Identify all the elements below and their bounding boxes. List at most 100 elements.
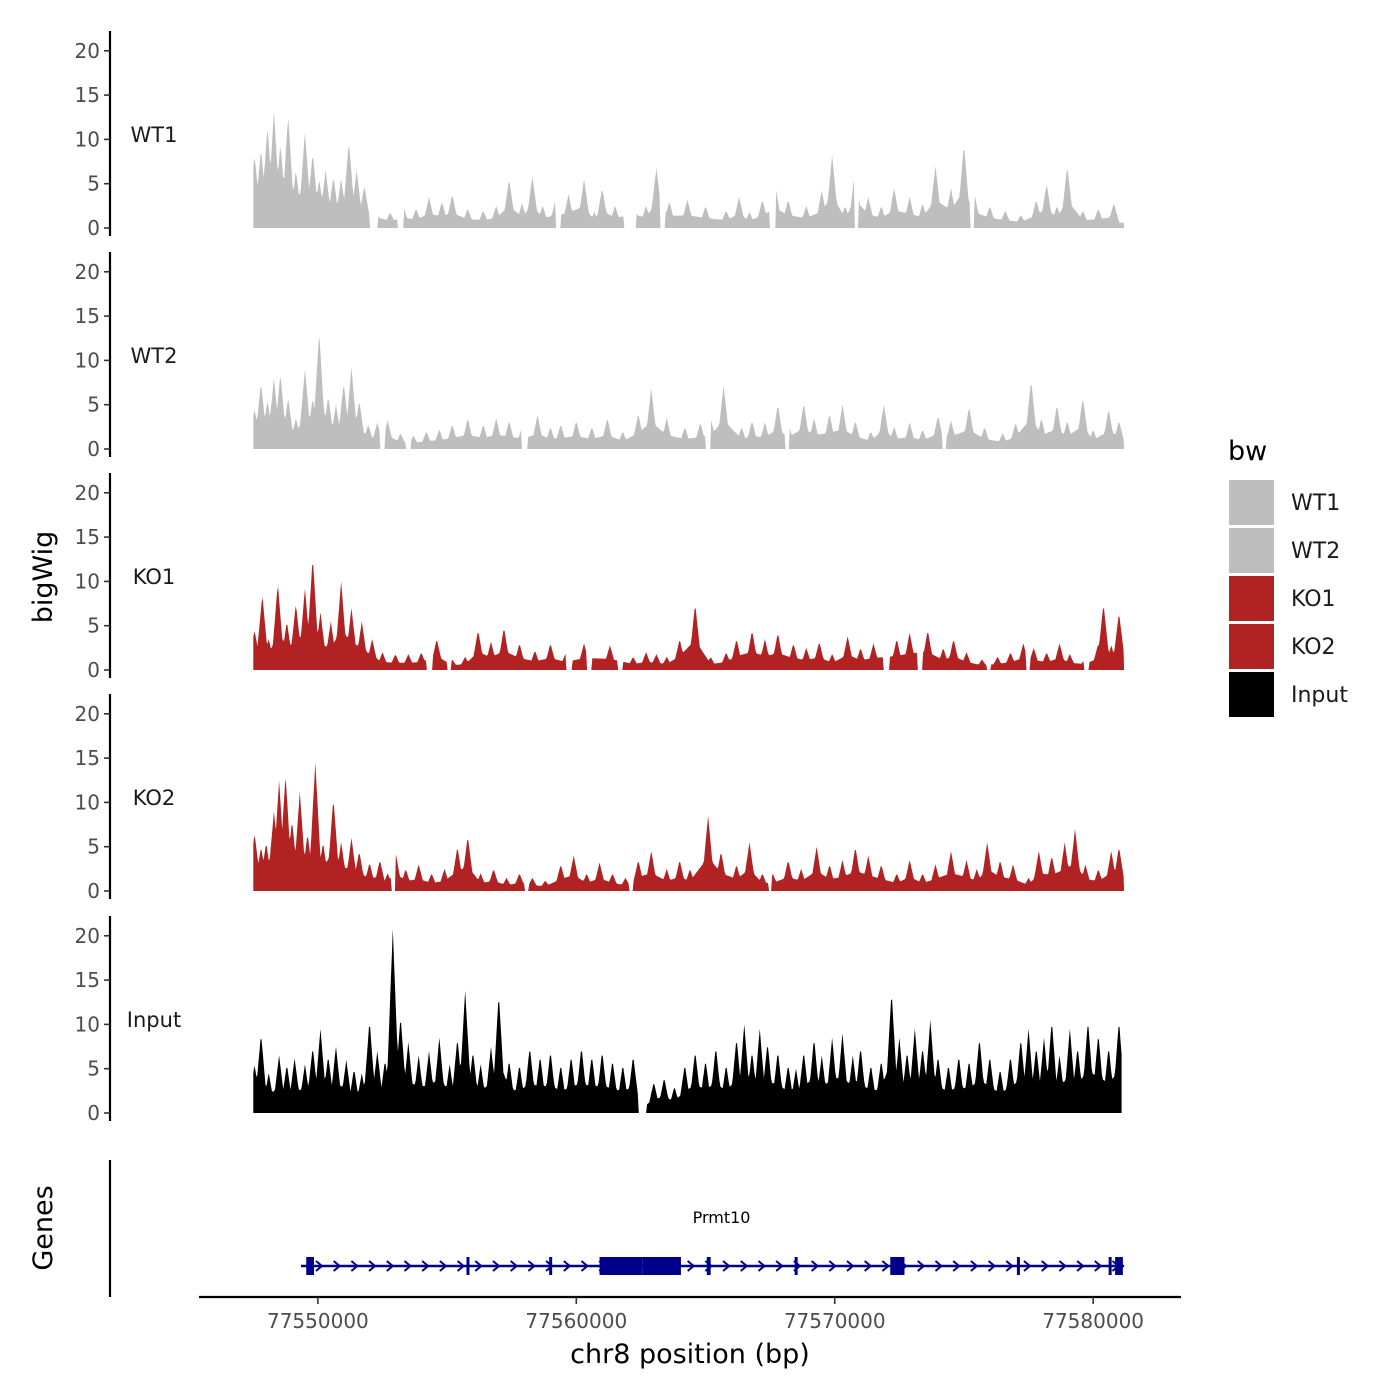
strand-chevron <box>687 1260 696 1272</box>
exon-tick <box>1108 1257 1112 1275</box>
strand-chevron <box>917 1260 926 1272</box>
strand-chevron <box>315 1260 324 1272</box>
strand-chevron <box>333 1260 342 1272</box>
strand-chevron <box>828 1260 837 1272</box>
area-wt1 <box>253 111 1125 228</box>
track-input: 0 5 10 15 20 Input <box>75 916 1122 1125</box>
strand-chevron <box>846 1260 855 1272</box>
track-label: KO2 <box>133 786 176 810</box>
y-tick-label: 20 <box>75 39 100 63</box>
exon-block <box>306 1257 314 1275</box>
strand-chevron <box>987 1260 997 1272</box>
y-tick-label: 20 <box>75 481 100 505</box>
legend: WT1 WT2 KO1 KO2 Input <box>1229 480 1348 717</box>
strand-chevron <box>864 1260 873 1272</box>
legend-swatch <box>1229 480 1274 525</box>
exon-block <box>1115 1257 1123 1275</box>
y-tick-label: 0 <box>87 1101 100 1125</box>
legend-item-wt1: WT1 <box>1229 480 1340 525</box>
y-tick-label: 20 <box>75 924 100 948</box>
strand-chevron <box>757 1260 767 1272</box>
strand-chevron <box>386 1260 395 1272</box>
area-ko2 <box>253 762 1125 891</box>
strand-chevron <box>563 1260 572 1272</box>
strand-chevron <box>952 1260 961 1272</box>
y-tick-label: 10 <box>75 348 100 372</box>
strand-chevron <box>474 1260 483 1272</box>
y-tick-label: 5 <box>87 614 100 638</box>
exon-tick <box>794 1257 798 1275</box>
strand-chevron <box>350 1260 359 1272</box>
exon-tick <box>1016 1257 1020 1275</box>
area-input <box>253 928 1122 1113</box>
strand-chevron <box>1076 1260 1085 1272</box>
y-tick-label: 0 <box>87 437 100 461</box>
strand-chevron <box>580 1260 590 1272</box>
legend-swatch <box>1229 672 1274 717</box>
exon-tick <box>549 1257 553 1275</box>
legend-label: WT1 <box>1291 491 1340 516</box>
strand-chevron <box>810 1260 820 1272</box>
track-ko2: 0 5 10 15 20 KO2 <box>75 694 1125 903</box>
area-wt2 <box>253 336 1125 449</box>
y-tick-label: 20 <box>75 702 100 726</box>
y-tick-label: 5 <box>87 1057 100 1081</box>
strand-chevron <box>368 1260 377 1272</box>
track-label: WT1 <box>131 123 178 147</box>
y-tick-label: 0 <box>87 879 100 903</box>
strand-chevron <box>775 1260 784 1272</box>
strand-chevron <box>510 1260 519 1272</box>
y-tick-label: 15 <box>75 746 100 770</box>
y-axis-title: bigWig <box>28 531 59 624</box>
legend-label: Input <box>1291 683 1348 708</box>
exon-block <box>642 1257 681 1275</box>
x-axis-title: chr8 position (bp) <box>570 1339 810 1370</box>
strand-chevron <box>527 1260 536 1272</box>
x-axis: 77550000 77560000 77570000 77580000 <box>199 1295 1181 1333</box>
legend-item-ko1: KO1 <box>1229 576 1336 621</box>
strand-chevron <box>1058 1260 1067 1272</box>
legend-item-input: Input <box>1229 672 1348 717</box>
legend-swatch <box>1229 528 1274 573</box>
strand-chevron <box>881 1260 890 1272</box>
legend-item-ko2: KO2 <box>1229 624 1336 669</box>
genes-layer: Prmt10 <box>108 1160 1125 1297</box>
legend-label: KO1 <box>1291 587 1336 612</box>
y-tick-label: 10 <box>75 1012 100 1036</box>
strand-chevron <box>1005 1260 1014 1272</box>
y-tick-label: 10 <box>75 127 100 151</box>
y-tick-label: 0 <box>87 658 100 682</box>
y-tick-label: 15 <box>75 525 100 549</box>
tracks-layer: 0 5 10 15 20 WT1 0 5 10 15 20 WT2 0 5 10 15 20 KO1 0 5 10 15 2… <box>75 31 1125 1125</box>
y-tick-label: 5 <box>87 172 100 196</box>
exon-block <box>890 1257 905 1275</box>
legend-swatch <box>1229 624 1274 669</box>
exon-tick <box>706 1257 711 1275</box>
gene-prmt10: Prmt10 <box>300 1208 1125 1275</box>
y-tick-label: 10 <box>75 569 100 593</box>
legend-swatch <box>1229 576 1274 621</box>
strand-chevron <box>403 1260 413 1272</box>
y-tick-label: 15 <box>75 83 100 107</box>
y-tick-label: 5 <box>87 835 100 859</box>
legend-item-wt2: WT2 <box>1229 528 1340 573</box>
strand-chevron <box>1023 1260 1032 1272</box>
track-label: Input <box>127 1008 181 1032</box>
y-tick-label: 15 <box>75 304 100 328</box>
x-tick-label: 77580000 <box>1042 1309 1144 1333</box>
strand-chevron <box>456 1260 466 1272</box>
strand-chevron <box>934 1260 944 1272</box>
track-wt2: 0 5 10 15 20 WT2 <box>75 252 1125 461</box>
y-tick-label: 15 <box>75 968 100 992</box>
exon-tick <box>466 1257 470 1275</box>
gene-label: Prmt10 <box>693 1208 751 1227</box>
y-tick-label: 0 <box>87 216 100 240</box>
strand-chevron <box>439 1260 448 1272</box>
x-tick-label: 77550000 <box>267 1309 369 1333</box>
exon-block <box>599 1257 643 1275</box>
strand-chevron <box>740 1260 749 1272</box>
genes-axis-title: Genes <box>28 1185 59 1270</box>
y-tick-label: 5 <box>87 393 100 417</box>
y-tick-label: 10 <box>75 790 100 814</box>
